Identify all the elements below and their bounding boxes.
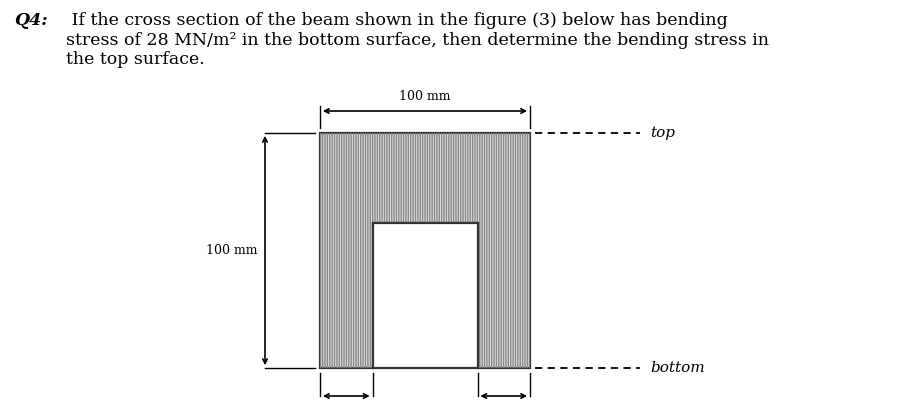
Polygon shape: [373, 224, 477, 368]
Text: Q4:: Q4:: [14, 12, 47, 29]
Text: 100 mm: 100 mm: [206, 244, 257, 257]
Text: If the cross section of the beam shown in the figure (3) below has bending
stres: If the cross section of the beam shown i…: [66, 12, 769, 68]
Text: top: top: [650, 126, 675, 140]
Text: 100 mm: 100 mm: [399, 90, 451, 103]
Polygon shape: [320, 133, 530, 368]
Text: bottom: bottom: [650, 361, 705, 375]
